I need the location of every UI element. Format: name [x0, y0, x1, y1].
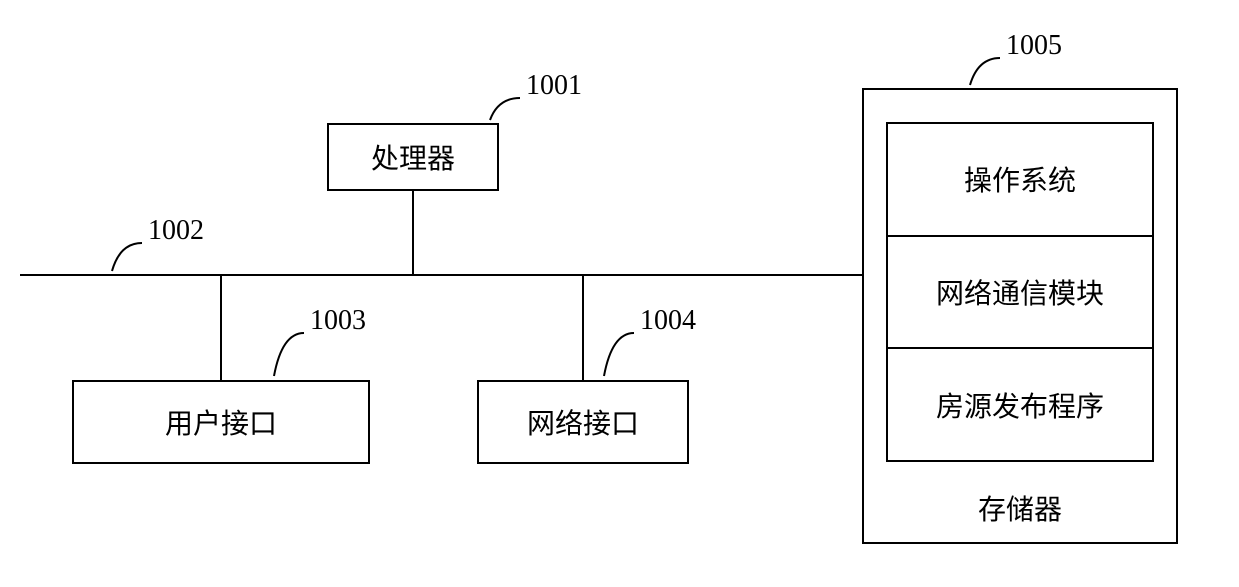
- user-interface-node: 用户接口: [72, 380, 370, 464]
- callout-1005-text: 1005: [1006, 30, 1062, 61]
- leader-1004: [604, 333, 634, 376]
- callout-1005: 1005: [1006, 30, 1062, 62]
- callout-1004-text: 1004: [640, 305, 696, 336]
- memory-label-text: 存储器: [978, 495, 1062, 526]
- callout-1004: 1004: [640, 305, 696, 337]
- leader-1005: [970, 58, 1000, 85]
- leader-1002: [112, 243, 142, 271]
- callout-1003: 1003: [310, 305, 366, 337]
- memory-label: 存储器: [864, 488, 1176, 528]
- user-interface-label: 用户接口: [165, 402, 277, 442]
- callout-1001: 1001: [526, 70, 582, 102]
- processor-label: 处理器: [371, 137, 455, 177]
- memory-row-netcomm: 网络通信模块: [886, 235, 1154, 348]
- callout-1002: 1002: [148, 215, 204, 247]
- leader-1003: [274, 333, 304, 376]
- network-interface-node: 网络接口: [477, 380, 689, 464]
- processor-node: 处理器: [327, 123, 499, 191]
- memory-inner-stack: 操作系统 网络通信模块 房源发布程序: [886, 122, 1154, 462]
- leader-1001: [490, 98, 520, 120]
- memory-row-program-label: 房源发布程序: [936, 385, 1104, 425]
- callout-1002-text: 1002: [148, 215, 204, 246]
- memory-row-netcomm-label: 网络通信模块: [936, 272, 1104, 312]
- callout-1003-text: 1003: [310, 305, 366, 336]
- memory-row-os: 操作系统: [886, 122, 1154, 235]
- callout-1001-text: 1001: [526, 70, 582, 101]
- memory-row-program: 房源发布程序: [886, 347, 1154, 462]
- network-interface-label: 网络接口: [527, 402, 639, 442]
- memory-row-os-label: 操作系统: [964, 159, 1076, 199]
- memory-node: 操作系统 网络通信模块 房源发布程序 存储器: [862, 88, 1178, 544]
